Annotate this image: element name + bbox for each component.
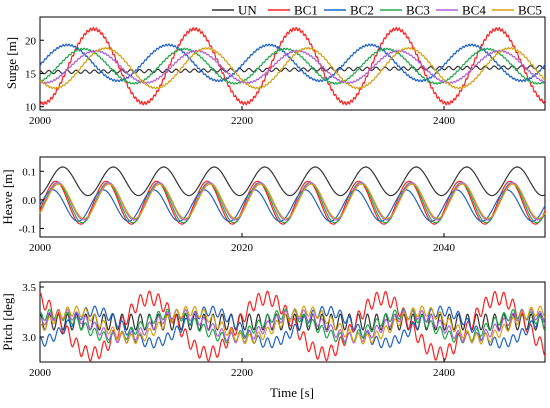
heave-x-tick-label: 2000	[29, 242, 52, 254]
heave-y-label: Heave [m]	[0, 169, 15, 224]
heave-series-bc2-line	[39, 189, 546, 222]
surge-series-bc5-line	[39, 46, 546, 90]
surge-series-bc3-line	[39, 47, 546, 85]
heave-series-un-line	[39, 166, 546, 197]
heave-ticks: 2000 2020 2040 -0.1 0.0 0.1	[19, 166, 456, 254]
pitch-panel: 2000 2200 2400 3.0 3.5 Pitch [deg] Time [s]	[0, 281, 546, 400]
legend-label-bc3: BC3	[406, 3, 430, 18]
heave-series-bc4-line	[39, 182, 546, 221]
pitch-series-group	[39, 290, 546, 362]
heave-x-tick-label: 2020	[231, 242, 254, 254]
legend-label-bc2: BC2	[350, 3, 374, 18]
pitch-x-tick-label: 2200	[231, 367, 254, 379]
legend-label-bc5: BC5	[518, 3, 542, 18]
pitch-series-bc5-line	[39, 305, 546, 345]
heave-series-bc5-line	[39, 183, 546, 220]
legend: UN BC1 BC2 BC3 BC4 BC5	[212, 3, 542, 18]
surge-y-tick-label: 15	[25, 68, 37, 80]
heave-y-tick-label: 0.1	[22, 166, 36, 178]
heave-series-group	[39, 166, 546, 225]
surge-y-label: Surge [m]	[4, 37, 19, 89]
surge-plot-frame	[39, 16, 546, 111]
heave-x-tick-label: 2040	[433, 242, 456, 254]
surge-x-tick-label: 2400	[433, 115, 456, 127]
pitch-series-bc2-line	[39, 305, 546, 349]
heave-y-tick-label: 0.0	[22, 195, 36, 207]
legend-label-bc1: BC1	[294, 3, 318, 18]
surge-y-tick-label: 10	[25, 102, 37, 114]
surge-ticks: 2000 2200 2400 10 15 20	[25, 35, 456, 127]
heave-y-tick-label: -0.1	[19, 223, 36, 235]
pitch-y-label: Pitch [deg]	[0, 293, 15, 350]
heave-series-bc1-line	[39, 180, 546, 225]
surge-y-tick-label: 20	[25, 35, 37, 47]
legend-label-un: UN	[238, 3, 257, 18]
pitch-y-tick-label: 3.0	[22, 332, 36, 344]
pitch-y-tick-label: 3.5	[22, 282, 36, 294]
surge-panel: 2000 2200 2400 10 15 20 Surge [m]	[4, 16, 546, 127]
pitch-plot-frame	[39, 281, 546, 363]
surge-series-un-line	[39, 64, 546, 75]
heave-panel: 2000 2020 2040 -0.1 0.0 0.1 Heave [m]	[0, 156, 546, 254]
surge-series-bc4-line	[39, 49, 546, 85]
legend-label-bc4: BC4	[462, 3, 486, 18]
time-x-label: Time [s]	[270, 385, 314, 400]
heave-plot-frame	[39, 156, 546, 238]
pitch-x-tick-label: 2000	[29, 367, 52, 379]
surge-series-bc1-line	[39, 26, 546, 106]
surge-series-group	[39, 26, 546, 106]
surge-x-tick-label: 2000	[29, 115, 52, 127]
pitch-x-tick-label: 2400	[433, 367, 456, 379]
surge-x-tick-label: 2200	[231, 115, 254, 127]
pitch-ticks: 2000 2200 2400 3.0 3.5	[22, 282, 455, 379]
